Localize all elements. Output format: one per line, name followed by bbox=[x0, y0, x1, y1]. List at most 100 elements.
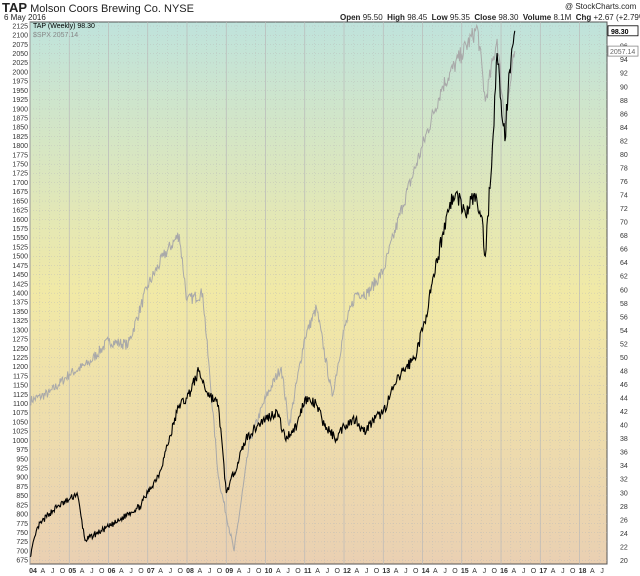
x-tick-label: O bbox=[413, 568, 419, 575]
x-tick-label: J bbox=[169, 568, 173, 575]
y-left-tick-label: 1725 bbox=[12, 171, 28, 178]
y-left-tick-label: 1075 bbox=[12, 410, 28, 417]
low-label: Low bbox=[431, 13, 448, 22]
y-right-tick-label: 56 bbox=[620, 314, 628, 321]
x-tick-label: A bbox=[472, 568, 477, 575]
y-left-tick-label: 1775 bbox=[12, 152, 28, 159]
x-tick-label: 05 bbox=[68, 568, 76, 575]
y-left-tick-label: 1700 bbox=[12, 180, 28, 187]
x-tick-label: O bbox=[99, 568, 105, 575]
y-left-tick-label: 925 bbox=[16, 466, 28, 473]
y-left-tick-label: 1925 bbox=[12, 97, 28, 104]
y-right-tick-label: 26 bbox=[620, 517, 628, 524]
x-tick-label: 09 bbox=[225, 568, 233, 575]
y-left-tick-label: 1150 bbox=[13, 383, 28, 390]
x-tick-label: J bbox=[326, 568, 330, 575]
y-right-tick-label: 94 bbox=[620, 57, 628, 64]
y-right-tick-label: 78 bbox=[620, 165, 628, 172]
x-tick-label: J bbox=[51, 568, 55, 575]
x-tick-label: 17 bbox=[539, 568, 547, 575]
quote-line: Open 95.50 High 98.45 Low 95.35 Close 98… bbox=[340, 13, 640, 22]
y-right-tick-label: 44 bbox=[620, 396, 628, 403]
y-right-tick-label: 22 bbox=[620, 544, 628, 551]
company-name: Molson Coors Brewing Co. bbox=[30, 3, 161, 15]
ticker-symbol: TAP bbox=[2, 0, 28, 15]
y-left-tick-label: 1550 bbox=[12, 235, 28, 242]
chg-label: Chg bbox=[575, 13, 592, 22]
y-right-tick-label: 88 bbox=[620, 98, 628, 105]
y-right-tick-label: 42 bbox=[620, 409, 628, 416]
y-right-tick-label: 90 bbox=[620, 84, 628, 91]
x-tick-label: 06 bbox=[108, 568, 116, 575]
x-tick-label: J bbox=[247, 568, 251, 575]
y-left-tick-label: 1125 bbox=[13, 392, 28, 399]
y-left-tick-label: 1500 bbox=[12, 254, 28, 261]
y-left-tick-label: 1100 bbox=[13, 401, 28, 408]
x-tick-label: O bbox=[177, 568, 183, 575]
y-right-tick-label: 68 bbox=[620, 233, 628, 240]
y-right-tick-label: 36 bbox=[620, 450, 628, 457]
tap-last-value: 98.30 bbox=[611, 29, 629, 36]
y-right-tick-label: 82 bbox=[620, 138, 628, 145]
x-tick-label: J bbox=[600, 568, 604, 575]
y-right-tick-label: 38 bbox=[620, 436, 628, 443]
x-tick-label: J bbox=[365, 568, 369, 575]
y-left-tick-label: 2125 bbox=[12, 23, 28, 30]
x-tick-label: A bbox=[80, 568, 85, 575]
y-right-tick-label: 62 bbox=[620, 274, 628, 281]
x-tick-label: J bbox=[561, 568, 565, 575]
exchange-name: NYSE bbox=[164, 3, 194, 15]
y-right-tick-label: 20 bbox=[620, 558, 628, 565]
x-tick-label: A bbox=[40, 568, 45, 575]
y-left-tick-label: 1525 bbox=[12, 244, 28, 251]
legend: TAP (Weekly) 98.30 $SPX 2057.14 bbox=[33, 23, 95, 39]
y-left-tick-label: 1375 bbox=[12, 300, 28, 307]
chart-date: 6 May 2016 bbox=[4, 13, 46, 22]
y-left-tick-label: 1825 bbox=[12, 134, 28, 141]
y-left-tick-label: 2025 bbox=[12, 60, 28, 67]
y-left-tick-label: 850 bbox=[16, 493, 28, 500]
x-tick-label: O bbox=[334, 568, 340, 575]
y-left-tick-label: 1850 bbox=[12, 125, 28, 132]
y-left-tick-label: 800 bbox=[16, 512, 28, 519]
x-tick-label: J bbox=[522, 568, 526, 575]
x-tick-label: 04 bbox=[29, 568, 37, 575]
y-left-tick-label: 775 bbox=[16, 521, 28, 528]
y-right-tick-label: 28 bbox=[620, 504, 628, 511]
open-label: Open bbox=[340, 13, 361, 22]
x-tick-label: O bbox=[256, 568, 262, 575]
y-right-tick-label: 60 bbox=[620, 287, 628, 294]
chart-header: TAP Molson Coors Brewing Co. NYSE bbox=[2, 0, 194, 15]
x-tick-label: A bbox=[394, 568, 399, 575]
y-right-tick-label: 84 bbox=[620, 125, 628, 132]
y-left-tick-label: 1800 bbox=[12, 143, 28, 150]
y-right-tick-label: 48 bbox=[620, 368, 628, 375]
y-left-tick-label: 1650 bbox=[12, 198, 28, 205]
volume-label: Volume bbox=[522, 13, 552, 22]
y-left-tick-label: 1300 bbox=[12, 327, 28, 334]
y-left-tick-label: 675 bbox=[16, 558, 28, 565]
y-right-tick-label: 80 bbox=[620, 152, 628, 159]
y-left-tick-label: 1425 bbox=[12, 281, 28, 288]
y-left-tick-label: 1050 bbox=[12, 419, 28, 426]
x-tick-label: 15 bbox=[461, 568, 469, 575]
y-right-tick-label: 74 bbox=[620, 193, 628, 200]
x-tick-label: 11 bbox=[304, 568, 312, 575]
x-tick-label: 16 bbox=[500, 568, 508, 575]
chg-value: +2.67 (+2.79%) bbox=[593, 13, 640, 22]
y-left-tick-label: 1000 bbox=[12, 438, 28, 445]
y-right-tick-label: 86 bbox=[620, 111, 628, 118]
y-left-tick-label: 950 bbox=[16, 456, 28, 463]
y-right-tick-label: 58 bbox=[620, 301, 628, 308]
y-left-tick-label: 1225 bbox=[12, 355, 28, 362]
x-tick-label: 08 bbox=[186, 568, 194, 575]
y-left-tick-label: 1900 bbox=[12, 106, 28, 113]
y-left-tick-label: 2050 bbox=[12, 51, 28, 58]
x-tick-label: J bbox=[404, 568, 408, 575]
y-right-tick-label: 50 bbox=[620, 355, 628, 362]
x-tick-label: J bbox=[443, 568, 447, 575]
x-tick-label: A bbox=[197, 568, 202, 575]
x-tick-label: 14 bbox=[422, 568, 430, 575]
x-tick-label: A bbox=[511, 568, 516, 575]
